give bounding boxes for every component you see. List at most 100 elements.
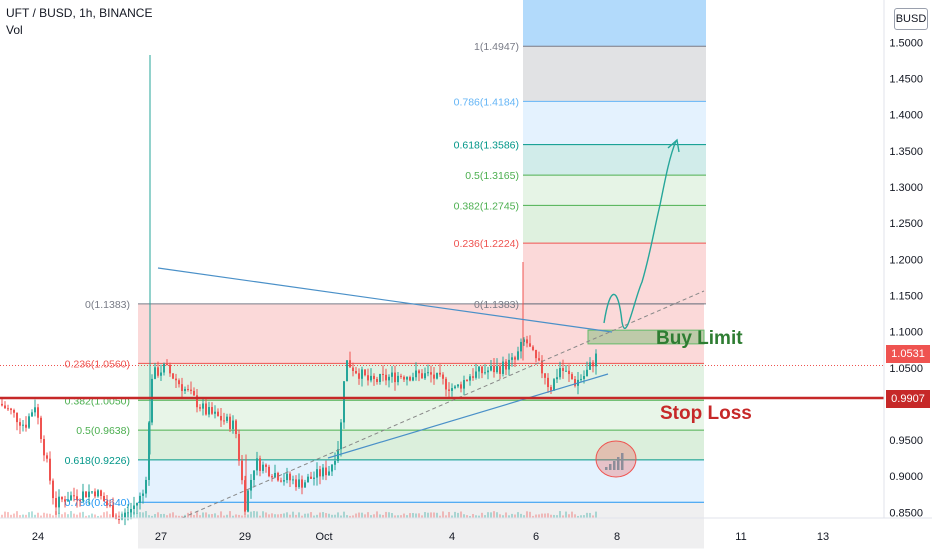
volume-bar <box>451 515 453 518</box>
candles-group <box>1 335 597 526</box>
candle-body <box>481 366 483 374</box>
volume-bar <box>16 511 18 518</box>
volume-bar <box>532 515 534 518</box>
candle-body <box>586 369 588 377</box>
volume-bar <box>490 512 492 518</box>
price-axis-tick: 1.2000 <box>889 254 923 266</box>
volume-bar <box>148 515 150 518</box>
volume-bar <box>70 511 72 518</box>
volume-bar <box>85 515 87 518</box>
candle-body <box>394 372 396 383</box>
candle-body <box>232 420 234 430</box>
fib-extension-zone <box>523 101 706 145</box>
candle-body <box>526 339 528 344</box>
candle-body <box>370 375 372 381</box>
candle-body <box>532 346 534 351</box>
price-axis-tick: 1.2500 <box>889 218 923 230</box>
candle-body <box>430 372 432 375</box>
volume-bar <box>427 512 429 518</box>
candle-body <box>244 480 246 512</box>
candle-body <box>67 500 69 502</box>
candle-body <box>259 458 261 471</box>
volume-bar <box>517 512 519 518</box>
volume-bar <box>220 511 222 518</box>
volume-bar <box>211 514 213 518</box>
dashed-projection-line <box>181 290 705 519</box>
price-axis-tick: 0.9000 <box>889 471 923 483</box>
volume-bar <box>547 513 549 518</box>
volume-bar <box>109 514 111 518</box>
candle-body <box>1 403 3 406</box>
candle-body <box>316 469 318 478</box>
volume-bar <box>505 512 507 518</box>
descending-trendline <box>157 267 613 333</box>
volume-bar <box>205 512 207 518</box>
volume-icon-bar <box>621 453 624 470</box>
volume-bar <box>163 513 165 518</box>
volume-bar <box>595 511 597 518</box>
volume-bar <box>118 511 120 518</box>
volume-bar <box>487 512 489 518</box>
volume-bar <box>172 512 174 518</box>
volume-bar <box>484 515 486 518</box>
volume-bar <box>571 511 573 518</box>
volume-bar <box>382 514 384 518</box>
volume-bar <box>232 515 234 518</box>
volume-bar <box>79 512 81 518</box>
candle-body <box>340 422 342 450</box>
volume-bar <box>418 513 420 518</box>
candle-body <box>136 503 138 506</box>
volume-bar <box>259 515 261 518</box>
fib-extension-label: 0.382(1.2745) <box>454 200 519 212</box>
volume-bar <box>169 513 171 518</box>
volume-bar <box>49 513 51 518</box>
volume-bar <box>280 513 282 518</box>
volume-bar <box>589 512 591 518</box>
candle-body <box>133 505 135 510</box>
fib-level-label: 0.5(0.9638) <box>76 425 130 437</box>
volume-bar <box>304 513 306 518</box>
candle-body <box>283 480 285 482</box>
volume-icon-bar <box>617 457 620 470</box>
candle-body <box>457 384 459 387</box>
time-axis-tick: 11 <box>735 531 746 543</box>
candle-body <box>499 366 501 374</box>
candle-body <box>148 422 150 480</box>
fib-extension-zone <box>523 175 706 206</box>
candle-body <box>187 388 189 390</box>
candle-body <box>592 362 594 367</box>
volume-bar <box>373 514 375 518</box>
candle-body <box>175 378 177 381</box>
stop-loss-price-value: 0.9907 <box>891 393 925 405</box>
volume-bar <box>58 512 60 518</box>
candle-body <box>52 480 54 499</box>
volume-bar <box>121 511 123 518</box>
volume-bar <box>424 512 426 518</box>
candle-body <box>196 395 198 408</box>
candle-body <box>382 373 384 375</box>
candle-body <box>142 493 144 496</box>
volume-bar <box>52 515 54 518</box>
volume-bar <box>175 515 177 518</box>
volume-bar <box>430 512 432 518</box>
volume-bar <box>226 514 228 518</box>
candle-body <box>190 389 192 391</box>
volume-bar <box>553 514 555 518</box>
candle-body <box>214 411 216 414</box>
volume-bar <box>469 515 471 518</box>
candle-body <box>208 407 210 415</box>
price-axis-tick: 1.4000 <box>889 110 923 122</box>
projection-arrow-head <box>667 138 680 153</box>
candle-body <box>118 519 120 521</box>
volume-bar <box>364 514 366 518</box>
volume-bar <box>592 515 594 518</box>
currency-badge[interactable]: BUSD <box>894 8 928 30</box>
volume-bar <box>574 514 576 518</box>
candle-body <box>220 415 222 421</box>
candle-body <box>16 412 18 423</box>
candle-body <box>85 491 87 498</box>
candle-body <box>472 376 474 378</box>
volume-bar <box>271 513 273 518</box>
